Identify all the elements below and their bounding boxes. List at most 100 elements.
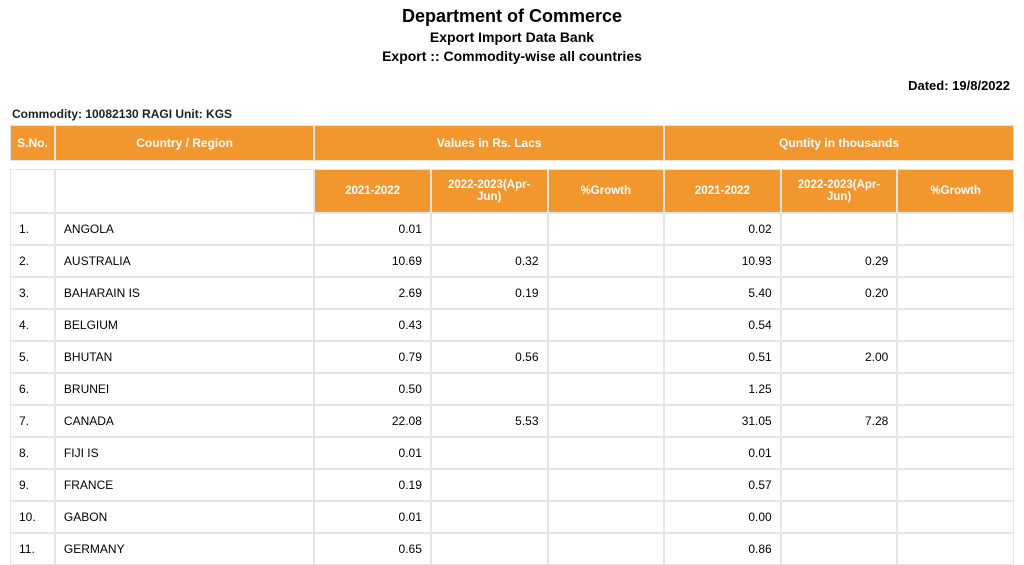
- cell-qty-growth: [897, 213, 1014, 245]
- dated-label: Dated: 19/8/2022: [10, 78, 1010, 93]
- sub-values-y1: 2021-2022: [314, 169, 431, 213]
- sub-qty-y2: 2022-2023(Apr-Jun): [781, 169, 898, 213]
- cell-values-y2: [431, 437, 548, 469]
- cell-sno: 11.: [10, 533, 55, 565]
- cell-qty-growth: [897, 469, 1014, 501]
- cell-values-growth: [548, 469, 665, 501]
- cell-values-y2: [431, 501, 548, 533]
- page-header: Department of Commerce Export Import Dat…: [10, 4, 1014, 66]
- cell-sno: 4.: [10, 309, 55, 341]
- table-row: 7.CANADA22.085.53 31.057.28: [10, 405, 1014, 437]
- cell-country: BELGIUM: [55, 309, 314, 341]
- cell-country: ANGOLA: [55, 213, 314, 245]
- cell-qty-y2: [781, 469, 898, 501]
- cell-qty-growth: [897, 373, 1014, 405]
- cell-qty-y1: 5.40: [664, 277, 781, 309]
- cell-country: BHUTAN: [55, 341, 314, 373]
- table-row: 2.AUSTRALIA10.690.3210.930.29: [10, 245, 1014, 277]
- cell-country: CANADA: [55, 405, 314, 437]
- data-table: S.No. Country / Region Values in Rs. Lac…: [10, 125, 1014, 565]
- cell-qty-y1: 0.02: [664, 213, 781, 245]
- table-row: 9.FRANCE0.190.57: [10, 469, 1014, 501]
- table-row: 8.FIJI IS0.010.01: [10, 437, 1014, 469]
- cell-qty-growth: [897, 405, 1014, 437]
- cell-qty-y2: 0.29: [781, 245, 898, 277]
- cell-values-y2: 0.56: [431, 341, 548, 373]
- cell-values-growth: [548, 341, 665, 373]
- table-row: 3.BAHARAIN IS2.690.195.400.20: [10, 277, 1014, 309]
- cell-values-y2: [431, 469, 548, 501]
- sub-qty-y1: 2021-2022: [664, 169, 781, 213]
- cell-values-y2: 0.19: [431, 277, 548, 309]
- cell-values-y1: 2.69: [314, 277, 431, 309]
- cell-country: FRANCE: [55, 469, 314, 501]
- cell-qty-y1: 0.86: [664, 533, 781, 565]
- cell-qty-y1: 31.05: [664, 405, 781, 437]
- page-title: Department of Commerce: [10, 4, 1014, 28]
- cell-qty-y2: [781, 533, 898, 565]
- table-row: 5.BHUTAN0.790.56 0.512.00: [10, 341, 1014, 373]
- sub-header-row: 2021-2022 2022-2023(Apr-Jun) %Growth 202…: [10, 169, 1014, 213]
- table-row: 10.GABON0.010.00: [10, 501, 1014, 533]
- cell-values-y1: 0.65: [314, 533, 431, 565]
- cell-qty-y2: [781, 437, 898, 469]
- header-spacer: [10, 161, 1014, 169]
- cell-qty-growth: [897, 501, 1014, 533]
- cell-values-growth: [548, 533, 665, 565]
- col-quantity-header: Quntity in thousands: [664, 125, 1014, 161]
- cell-values-y2: [431, 533, 548, 565]
- cell-values-y1: 0.01: [314, 501, 431, 533]
- cell-qty-y1: 0.01: [664, 437, 781, 469]
- cell-values-growth: [548, 309, 665, 341]
- cell-qty-y1: 0.00: [664, 501, 781, 533]
- cell-values-y1: 0.79: [314, 341, 431, 373]
- cell-values-y2: [431, 373, 548, 405]
- cell-values-y2: 5.53: [431, 405, 548, 437]
- cell-qty-y2: [781, 373, 898, 405]
- cell-sno: 6.: [10, 373, 55, 405]
- cell-country: GABON: [55, 501, 314, 533]
- sub-qty-growth: %Growth: [897, 169, 1014, 213]
- cell-qty-y1: 0.51: [664, 341, 781, 373]
- cell-sno: 8.: [10, 437, 55, 469]
- cell-values-y2: [431, 213, 548, 245]
- cell-qty-growth: [897, 533, 1014, 565]
- table-row: 6.BRUNEI0.501.25: [10, 373, 1014, 405]
- cell-sno: 9.: [10, 469, 55, 501]
- cell-qty-y2: 0.20: [781, 277, 898, 309]
- cell-sno: 5.: [10, 341, 55, 373]
- cell-values-growth: [548, 437, 665, 469]
- cell-country: BRUNEI: [55, 373, 314, 405]
- cell-country: AUSTRALIA: [55, 245, 314, 277]
- cell-values-growth: [548, 501, 665, 533]
- cell-qty-y2: 2.00: [781, 341, 898, 373]
- cell-qty-y2: 7.28: [781, 405, 898, 437]
- cell-values-y1: 0.01: [314, 437, 431, 469]
- col-values-header: Values in Rs. Lacs: [314, 125, 664, 161]
- cell-values-y1: 22.08: [314, 405, 431, 437]
- sub-values-growth: %Growth: [548, 169, 665, 213]
- page-subtitle-1: Export Import Data Bank: [10, 28, 1014, 47]
- cell-sno: 7.: [10, 405, 55, 437]
- cell-qty-growth: [897, 277, 1014, 309]
- cell-qty-y2: [781, 309, 898, 341]
- commodity-label: Commodity: 10082130 RAGI Unit: KGS: [12, 107, 1014, 121]
- cell-values-growth: [548, 373, 665, 405]
- cell-qty-y1: 0.57: [664, 469, 781, 501]
- table-row: 11.GERMANY0.650.86: [10, 533, 1014, 565]
- sub-blank-sno: [10, 169, 55, 213]
- cell-country: BAHARAIN IS: [55, 277, 314, 309]
- cell-values-y2: [431, 309, 548, 341]
- cell-values-y1: 0.01: [314, 213, 431, 245]
- cell-qty-growth: [897, 341, 1014, 373]
- cell-qty-y1: 10.93: [664, 245, 781, 277]
- table-row: 4.BELGIUM0.430.54: [10, 309, 1014, 341]
- cell-qty-growth: [897, 309, 1014, 341]
- cell-qty-y1: 0.54: [664, 309, 781, 341]
- cell-qty-y2: [781, 501, 898, 533]
- cell-qty-growth: [897, 245, 1014, 277]
- cell-values-growth: [548, 245, 665, 277]
- sub-values-y2: 2022-2023(Apr-Jun): [431, 169, 548, 213]
- table-body: 1.ANGOLA0.010.022.AUSTRALIA10.690.3210.9…: [10, 213, 1014, 565]
- cell-sno: 1.: [10, 213, 55, 245]
